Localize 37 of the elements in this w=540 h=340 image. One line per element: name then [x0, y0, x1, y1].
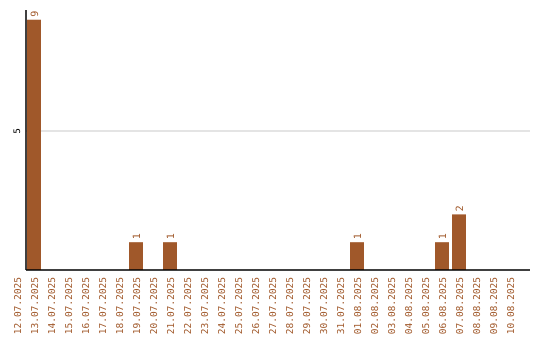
x-tick-label: 04.08.2025	[404, 277, 415, 334]
x-tick-label: 19.07.2025	[132, 277, 143, 334]
x-tick-label: 12.07.2025	[13, 277, 24, 334]
x-tick-label: 08.08.2025	[472, 277, 483, 334]
x-tick-label: 27.07.2025	[268, 277, 279, 334]
x-tick-label: 09.08.2025	[489, 277, 500, 334]
x-tick-label: 05.08.2025	[421, 277, 432, 334]
x-tick-label: 25.07.2025	[234, 277, 245, 334]
x-tick-label: 06.08.2025	[438, 277, 449, 334]
x-tick-label: 21.07.2025	[166, 277, 177, 334]
x-tick-label: 22.07.2025	[183, 277, 194, 334]
x-tick-label: 10.08.2025	[506, 277, 517, 334]
x-tick-label: 17.07.2025	[98, 277, 109, 334]
data-label: 1	[132, 233, 143, 240]
x-tick-label: 23.07.2025	[200, 277, 211, 334]
data-label: 9	[30, 10, 41, 17]
x-tick-label: 03.08.2025	[387, 277, 398, 334]
x-tick-label: 29.07.2025	[302, 277, 313, 334]
x-tick-label: 07.08.2025	[455, 277, 466, 334]
data-label: 1	[353, 233, 364, 240]
x-tick-label: 24.07.2025	[217, 277, 228, 334]
x-tick-label: 02.08.2025	[370, 277, 381, 334]
data-label: 1	[166, 233, 177, 240]
x-tick-label: 14.07.2025	[47, 277, 58, 334]
y-tick-label: 5	[13, 128, 23, 134]
x-tick-label: 26.07.2025	[251, 277, 262, 334]
data-label: 2	[455, 205, 466, 212]
x-tick-label: 30.07.2025	[319, 277, 330, 334]
x-tick-label: 13.07.2025	[30, 277, 41, 334]
x-tick-label: 28.07.2025	[285, 277, 296, 334]
x-tick-label: 15.07.2025	[64, 277, 75, 334]
x-tick-label: 16.07.2025	[81, 277, 92, 334]
x-tick-label: 20.07.2025	[149, 277, 160, 334]
x-tick-label: 31.07.2025	[336, 277, 347, 334]
data-label: 1	[438, 233, 449, 240]
x-tick-label: 01.08.2025	[353, 277, 364, 334]
x-tick-label: 18.07.2025	[115, 277, 126, 334]
